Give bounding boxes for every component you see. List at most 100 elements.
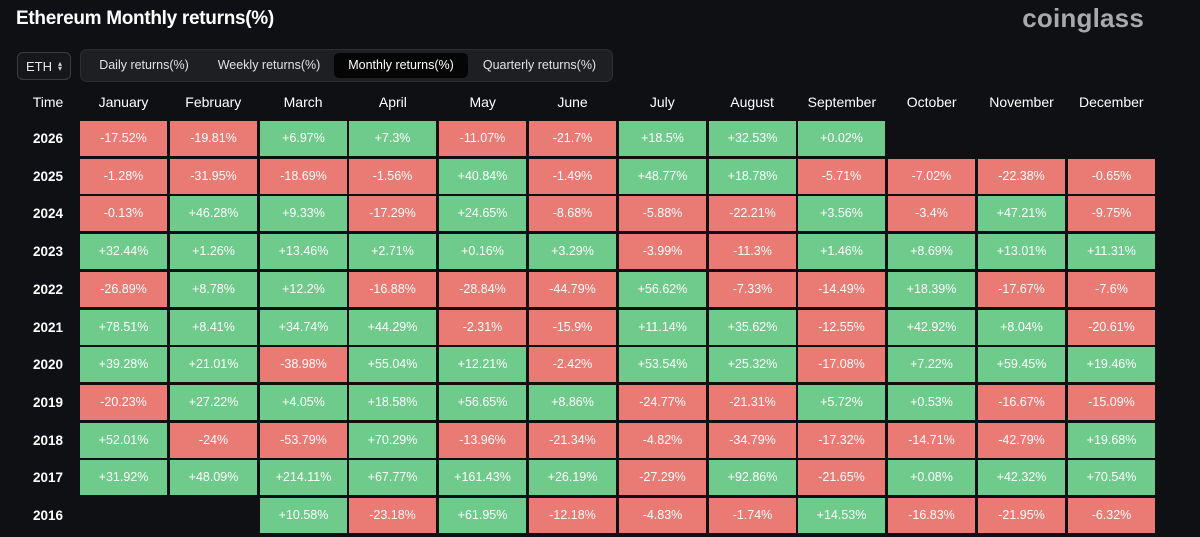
return-cell: +52.01%	[80, 423, 167, 458]
return-cell: +19.68%	[1068, 423, 1155, 458]
month-header-september: September	[807, 94, 877, 110]
return-cell: +4.05%	[260, 385, 347, 420]
return-cell: +55.04%	[349, 347, 436, 382]
return-cell: -17.52%	[80, 121, 167, 156]
year-label: 2020	[32, 357, 64, 372]
return-cell: -1.56%	[349, 159, 436, 194]
return-cell: -21.34%	[529, 423, 616, 458]
return-cell: +0.16%	[439, 234, 526, 269]
return-cell: +10.58%	[260, 498, 347, 533]
return-cell: -11.3%	[709, 234, 796, 269]
return-cell: +46.28%	[170, 196, 257, 231]
return-cell: -17.29%	[349, 196, 436, 231]
month-header-january: January	[98, 94, 149, 110]
brand-logo: coinglass	[1022, 3, 1144, 33]
return-cell: +9.33%	[260, 196, 347, 231]
return-cell: +6.97%	[260, 121, 347, 156]
return-cell: -2.31%	[439, 310, 526, 345]
tab-daily-returns[interactable]: Daily returns(%)	[99, 58, 189, 72]
return-cell: +67.77%	[349, 460, 436, 495]
return-cell: -17.32%	[798, 423, 885, 458]
chevron-up-down-icon: ▴ ▾	[58, 59, 63, 73]
return-cell: -26.89%	[80, 272, 167, 307]
return-cell: -11.07%	[439, 121, 526, 156]
month-header-april: April	[378, 94, 407, 110]
return-cell: -23.18%	[349, 498, 436, 533]
return-cell: +42.32%	[978, 460, 1065, 495]
return-cell: +56.65%	[439, 385, 526, 420]
return-cell: +92.86%	[709, 460, 796, 495]
return-cell: +2.71%	[349, 234, 436, 269]
return-cell: -28.84%	[439, 272, 526, 307]
tab-quarterly-returns[interactable]: Quarterly returns(%)	[482, 58, 597, 72]
return-cell: -4.82%	[619, 423, 706, 458]
return-cell: -21.95%	[978, 498, 1065, 533]
month-header-october: October	[906, 94, 957, 110]
return-cell: -42.79%	[978, 423, 1065, 458]
tab-monthly-returns[interactable]: Monthly returns(%)	[334, 53, 468, 78]
return-cell: -2.42%	[529, 347, 616, 382]
return-cell: +13.46%	[260, 234, 347, 269]
return-cell: +1.26%	[170, 234, 257, 269]
return-cell: -24.77%	[619, 385, 706, 420]
return-cell: +14.53%	[798, 498, 885, 533]
return-cell: +161.43%	[439, 460, 526, 495]
return-cell: +70.29%	[349, 423, 436, 458]
return-cell: -17.08%	[798, 347, 885, 382]
return-cell: -13.96%	[439, 423, 526, 458]
return-cell: -20.23%	[80, 385, 167, 420]
return-cell: +7.3%	[349, 121, 436, 156]
tab-weekly-returns[interactable]: Weekly returns(%)	[217, 58, 321, 72]
return-cell: -8.68%	[529, 196, 616, 231]
return-cell: +32.44%	[80, 234, 167, 269]
month-header-june: June	[557, 94, 588, 110]
return-cell: +18.78%	[709, 159, 796, 194]
return-cell: -22.38%	[978, 159, 1065, 194]
return-cell: -21.31%	[709, 385, 796, 420]
time-column-header: Time	[32, 94, 64, 110]
return-cell: -34.79%	[709, 423, 796, 458]
return-cell: +39.28%	[80, 347, 167, 382]
return-cell: -4.83%	[619, 498, 706, 533]
month-header-december: December	[1079, 94, 1144, 110]
return-cell: -12.18%	[529, 498, 616, 533]
year-label: 2017	[32, 470, 64, 485]
return-cell: -9.75%	[1068, 196, 1155, 231]
return-cell: +47.21%	[978, 196, 1065, 231]
return-cell: +0.53%	[888, 385, 975, 420]
return-cell: -14.71%	[888, 423, 975, 458]
return-cell: +34.74%	[260, 310, 347, 345]
return-cell: -16.67%	[978, 385, 1065, 420]
month-header-may: May	[469, 94, 496, 110]
return-cell: +61.95%	[439, 498, 526, 533]
returns-tabs: Daily returns(%) Weekly returns(%) Month…	[80, 49, 613, 82]
return-cell: +12.21%	[439, 347, 526, 382]
return-cell: +11.14%	[619, 310, 706, 345]
return-cell: -44.79%	[529, 272, 616, 307]
coin-select[interactable]: ETH ▴ ▾	[17, 52, 71, 80]
return-cell: +7.22%	[888, 347, 975, 382]
year-label: 2023	[32, 244, 64, 259]
year-label: 2024	[32, 206, 64, 221]
return-cell: +18.58%	[349, 385, 436, 420]
return-cell: -0.13%	[80, 196, 167, 231]
return-cell: -14.49%	[798, 272, 885, 307]
return-cell: +32.53%	[709, 121, 796, 156]
return-cell: +8.86%	[529, 385, 616, 420]
return-cell: -1.74%	[709, 498, 796, 533]
return-cell: +48.09%	[170, 460, 257, 495]
return-cell: -6.32%	[1068, 498, 1155, 533]
return-cell: +8.04%	[978, 310, 1065, 345]
return-cell: +31.92%	[80, 460, 167, 495]
return-cell: +42.92%	[888, 310, 975, 345]
return-cell: +8.41%	[170, 310, 257, 345]
return-cell: +8.78%	[170, 272, 257, 307]
return-cell: -7.33%	[709, 272, 796, 307]
return-cell: -31.95%	[170, 159, 257, 194]
return-cell: -15.9%	[529, 310, 616, 345]
return-cell: -53.79%	[260, 423, 347, 458]
year-label: 2021	[32, 320, 64, 335]
return-cell: +0.02%	[798, 121, 885, 156]
month-header-february: February	[185, 94, 242, 110]
